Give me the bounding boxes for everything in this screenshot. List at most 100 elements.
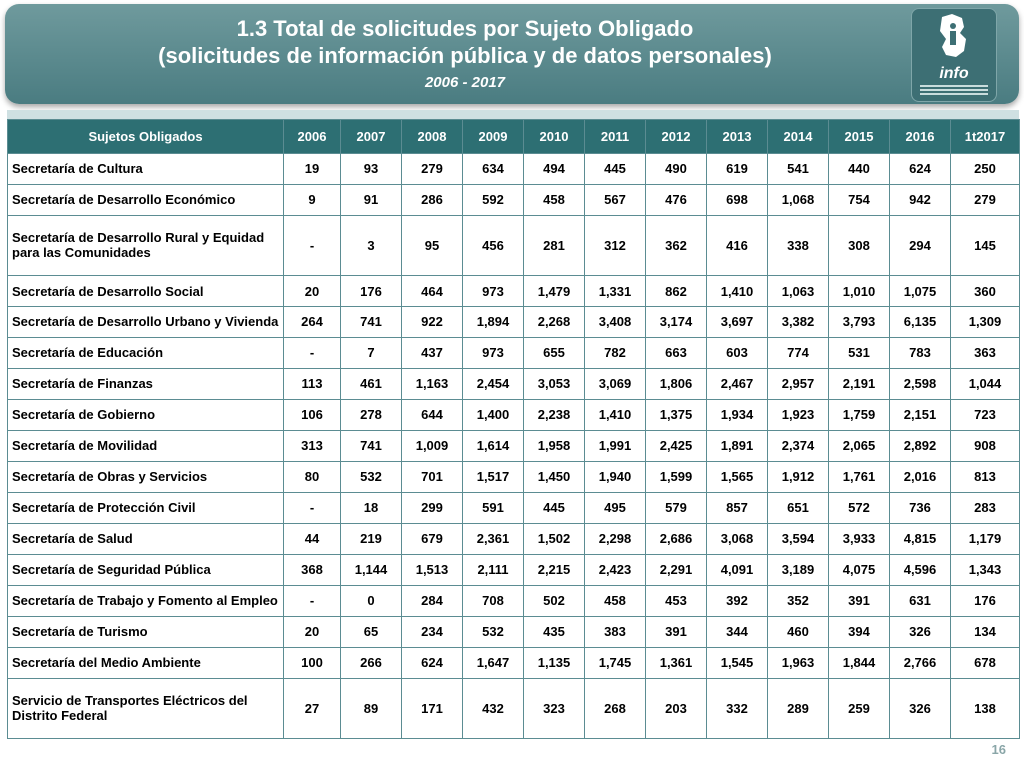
table-cell: 20 — [283, 615, 341, 648]
table-cell: 2,191 — [828, 367, 890, 400]
table-cell: 1,400 — [462, 398, 524, 431]
table-cell: 286 — [401, 183, 463, 216]
column-header-subject: Sujetos Obligados — [7, 119, 284, 154]
table-cell: 458 — [584, 584, 646, 617]
table-cell: 2,598 — [889, 367, 951, 400]
column-header-year: 2016 — [889, 119, 951, 154]
column-header-year: 2014 — [767, 119, 829, 154]
table-cell: 259 — [828, 677, 890, 740]
table-cell: 741 — [340, 429, 402, 462]
table-cell: 1,894 — [462, 306, 524, 338]
table-cell: 234 — [401, 615, 463, 648]
table-cell: 754 — [828, 183, 890, 216]
table-cell: 437 — [401, 336, 463, 369]
table-cell: 1,565 — [706, 460, 768, 493]
table-cell: 219 — [340, 522, 402, 555]
table-cell: 264 — [283, 306, 341, 338]
table-cell: 1,068 — [767, 183, 829, 216]
page-subtitle: (solicitudes de información pública y de… — [158, 43, 772, 68]
table-cell: 701 — [401, 460, 463, 493]
table-cell: 134 — [950, 615, 1020, 648]
table-cell: 391 — [645, 615, 707, 648]
table-cell: 1,179 — [950, 522, 1020, 555]
table-cell: - — [283, 214, 341, 277]
row-label: Secretaría de Desarrollo Urbano y Vivien… — [7, 306, 284, 338]
table-cell: 663 — [645, 336, 707, 369]
table-cell: 783 — [889, 336, 951, 369]
table-row: Secretaría de Desarrollo Económico 9 91 286… — [7, 183, 1020, 216]
table-cell: 352 — [767, 584, 829, 617]
table-cell: 3,068 — [706, 522, 768, 555]
table-cell: 312 — [584, 214, 646, 277]
row-label: Secretaría de Movilidad — [7, 429, 284, 462]
table-cell: 1,513 — [401, 553, 463, 586]
column-header-year: 2007 — [340, 119, 402, 154]
table-cell: 176 — [340, 275, 402, 307]
table-cell: 326 — [889, 677, 951, 740]
table-cell: 708 — [462, 584, 524, 617]
table-cell: 2,111 — [462, 553, 524, 586]
table-cell: 278 — [340, 398, 402, 431]
table-cell: 1,410 — [584, 398, 646, 431]
table-cell: 1,923 — [767, 398, 829, 431]
table-cell: 460 — [767, 615, 829, 648]
table-row: Secretaría de Protección Civil -18 299 591 4… — [7, 491, 1020, 524]
table-cell: 1,135 — [523, 646, 585, 679]
table-cell: 391 — [828, 584, 890, 617]
table-cell: 624 — [889, 153, 951, 185]
row-label: Secretaría de Educación — [7, 336, 284, 369]
table-cell: 283 — [950, 491, 1020, 524]
table-cell: 532 — [462, 615, 524, 648]
table-cell: 1,009 — [401, 429, 463, 462]
row-label: Secretaría del Medio Ambiente — [7, 646, 284, 679]
table-cell: 1,891 — [706, 429, 768, 462]
table-cell: 3 — [340, 214, 402, 277]
table-row: Secretaría de Desarrollo Urbano y Vivien… — [7, 306, 1020, 338]
table-row: Secretaría de Desarrollo Rural y Equidad… — [7, 214, 1020, 277]
table-cell: 2,268 — [523, 306, 585, 338]
table-cell: 363 — [950, 336, 1020, 369]
column-header-year: 2008 — [401, 119, 463, 154]
table-cell: 362 — [645, 214, 707, 277]
table-cell: 1,309 — [950, 306, 1020, 338]
table-cell: 7 — [340, 336, 402, 369]
table-cell: 3,933 — [828, 522, 890, 555]
table-cell: 908 — [950, 429, 1020, 462]
table-cell: 416 — [706, 214, 768, 277]
table-cell: 862 — [645, 275, 707, 307]
column-header-year: 2013 — [706, 119, 768, 154]
table-cell: 4,596 — [889, 553, 951, 586]
table-cell: 591 — [462, 491, 524, 524]
table-cell: 326 — [889, 615, 951, 648]
title-block: 1.3 Total de solicitudes por Sujeto Obli… — [5, 16, 925, 94]
table-cell: 531 — [828, 336, 890, 369]
table-cell: 3,174 — [645, 306, 707, 338]
table-cell: 532 — [340, 460, 402, 493]
table-cell: 95 — [401, 214, 463, 277]
table-row: Secretaría de Cultura 19 93 279 634 494 445 490… — [7, 153, 1020, 185]
table-cell: 0 — [340, 584, 402, 617]
page-title: 1.3 Total de solicitudes por Sujeto Obli… — [236, 16, 694, 41]
table-cell: 973 — [462, 336, 524, 369]
table-cell: 323 — [523, 677, 585, 740]
table-cell: 1,063 — [767, 275, 829, 307]
row-label: Secretaría de Cultura — [7, 153, 284, 185]
table-cell: 494 — [523, 153, 585, 185]
table-cell: 464 — [401, 275, 463, 307]
table-cell: 1,963 — [767, 646, 829, 679]
table-cell: 1,614 — [462, 429, 524, 462]
table-cell: 458 — [523, 183, 585, 216]
row-label: Secretaría de Desarrollo Económico — [7, 183, 284, 216]
table-cell: 1,745 — [584, 646, 646, 679]
row-label: Servicio de Transportes Eléctricos del D… — [7, 677, 284, 740]
table-cell: 289 — [767, 677, 829, 740]
requests-table: Sujetos Obligados 2006 2007 2008 2009 2010 201… — [7, 119, 1020, 740]
column-header-year: 2006 — [283, 119, 341, 154]
table-cell: 723 — [950, 398, 1020, 431]
table-cell: 145 — [950, 214, 1020, 277]
table-cell: 106 — [283, 398, 341, 431]
table-cell: 1,075 — [889, 275, 951, 307]
table-cell: 619 — [706, 153, 768, 185]
table-cell: 1,958 — [523, 429, 585, 462]
row-label: Secretaría de Salud — [7, 522, 284, 555]
